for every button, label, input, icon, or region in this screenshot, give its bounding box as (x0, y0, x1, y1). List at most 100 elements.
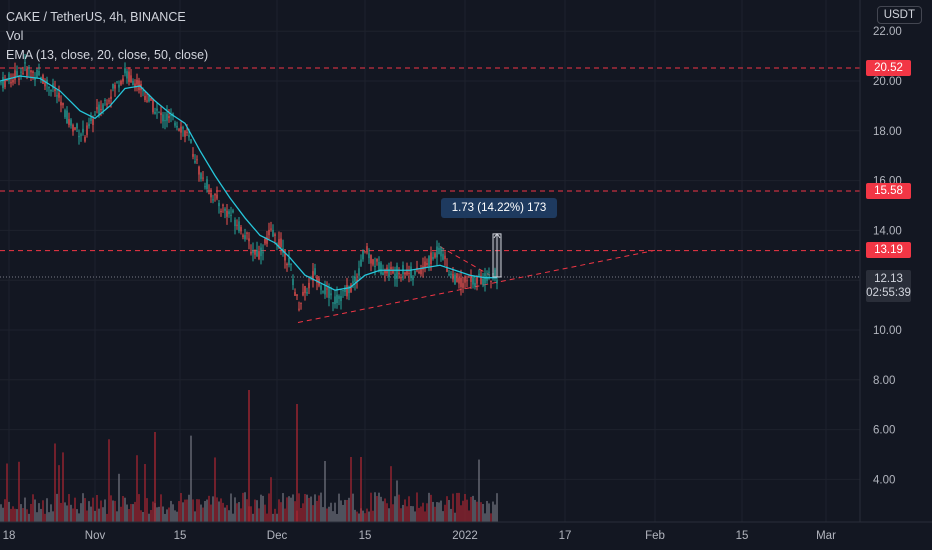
volume-bar (264, 504, 266, 522)
volume-bar (234, 497, 236, 522)
candle-body (382, 272, 384, 276)
volume-bar (420, 506, 422, 522)
volume-bar (110, 495, 112, 522)
candle-body (20, 71, 22, 73)
volume-bar (188, 494, 190, 522)
volume-bar (90, 506, 92, 522)
candle-body (448, 274, 450, 276)
candle-body (266, 237, 268, 244)
volume-bar (136, 455, 138, 522)
candle-body (82, 128, 84, 133)
volume-bar (148, 513, 150, 522)
volume-bar (346, 499, 348, 522)
candle-body (476, 276, 478, 284)
volume-bar (20, 504, 22, 522)
candle-body (284, 249, 286, 261)
volume-bar (78, 513, 80, 522)
volume-bar (444, 504, 446, 522)
candle-body (430, 252, 432, 265)
volume-bar (184, 499, 186, 522)
candle-body (174, 122, 176, 126)
volume-bar (212, 496, 214, 522)
volume-bar (398, 494, 400, 522)
volume-bar (28, 513, 30, 522)
candle-body (272, 230, 274, 237)
volume-bar (394, 496, 396, 522)
volume-bar (480, 502, 482, 522)
volume-bar (344, 499, 346, 522)
volume-bar (74, 497, 76, 522)
measure-tool (492, 233, 502, 278)
volume-bar (440, 500, 442, 522)
candle-body (16, 71, 18, 77)
symbol-title[interactable]: CAKE / TetherUS, 4h, BINANCE (6, 10, 186, 24)
volume-bar (156, 507, 158, 522)
volume-bar (386, 503, 388, 522)
candle-body (410, 266, 412, 278)
candle-body (72, 124, 74, 132)
volume-bar (40, 508, 42, 522)
volume-bar (254, 499, 256, 522)
candle-body (26, 68, 28, 77)
x-tick-label: Dec (267, 530, 288, 542)
candle-body (338, 296, 340, 299)
candle-body (234, 219, 236, 227)
candle-body (108, 100, 110, 102)
volume-bar (100, 500, 102, 522)
candle-body (310, 276, 312, 278)
volume-bar (432, 501, 434, 522)
candle-body (372, 259, 374, 265)
volume-bar (334, 502, 336, 522)
volume-bar (380, 496, 382, 522)
candle-body (258, 251, 260, 259)
volume-bar (378, 492, 380, 522)
volume-bar (326, 508, 328, 522)
candle-body (142, 90, 144, 92)
candle-body (432, 256, 434, 259)
y-tick-label: 4.00 (873, 474, 895, 486)
candle-body (472, 276, 474, 285)
candle-body (460, 277, 462, 288)
volume-bar (370, 492, 372, 522)
candle-body (306, 292, 308, 294)
ema-indicator-label[interactable]: EMA (13, close, 20, close, 50, close) (6, 48, 209, 62)
x-tick-label: Nov (85, 530, 106, 542)
volume-bar (194, 511, 196, 522)
volume-bar (268, 493, 270, 522)
volume-bar (128, 509, 130, 522)
volume-bar (486, 500, 488, 522)
volume-bar (54, 443, 56, 522)
candle-body (74, 127, 76, 130)
volume-bar (320, 492, 322, 522)
volume-bar (98, 508, 100, 522)
volume-bar (368, 511, 370, 522)
candle-body (438, 247, 440, 255)
volume-indicator-label[interactable]: Vol (6, 29, 24, 43)
candle-body (374, 265, 376, 267)
volume-bar (458, 492, 460, 522)
volume-bar (224, 507, 226, 522)
currency-selector[interactable]: USDT (876, 6, 922, 24)
candle-body (340, 296, 342, 302)
candle-body (488, 271, 490, 273)
volume-bar (322, 507, 324, 522)
candle-body (132, 80, 134, 86)
volume-bar (280, 502, 282, 522)
volume-bar (278, 499, 280, 522)
y-tick-label: 10.00 (873, 325, 902, 337)
candle-body (24, 62, 26, 64)
candle-body (360, 259, 362, 266)
candle-body (42, 75, 44, 84)
candle-body (486, 276, 488, 281)
volume-bar (410, 506, 412, 522)
volume-bar (94, 510, 96, 522)
candle-body (328, 287, 330, 298)
volume-bar (32, 494, 34, 522)
candle-body (160, 112, 162, 116)
candle-body (130, 75, 132, 83)
volume-bar (318, 495, 320, 522)
candle-body (352, 281, 354, 284)
volume-bar (22, 508, 24, 522)
candle-body (166, 113, 168, 121)
